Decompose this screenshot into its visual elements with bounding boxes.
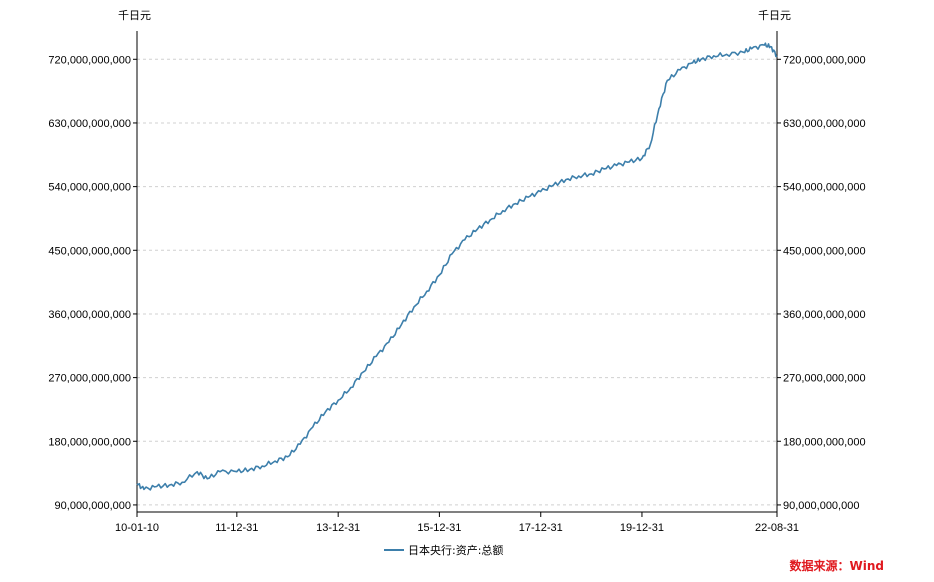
y-tick-label-right: 90,000,000,000 xyxy=(783,500,859,512)
y-tick-label-right: 180,000,000,000 xyxy=(783,436,866,448)
y-tick-label-right: 360,000,000,000 xyxy=(783,309,866,321)
y-ticks-right: 90,000,000,000 180,000,000,000 270,000,000… xyxy=(777,54,866,512)
y-ticks-left: 90,000,000,000 180,000,000,000 270,000,000… xyxy=(48,54,137,512)
y-tick-label-right: 450,000,000,000 xyxy=(783,245,866,257)
left-unit-label: 千日元 xyxy=(118,9,151,22)
legend: 日本央行:资产:总额 xyxy=(384,543,503,557)
y-tick-label-left: 360,000,000,000 xyxy=(48,309,131,321)
x-tick-label: 17-12-31 xyxy=(519,522,563,534)
source-note: 数据来源：Wind xyxy=(790,558,884,573)
y-tick-label-left: 630,000,000,000 xyxy=(48,118,131,130)
y-tick-label-left: 540,000,000,000 xyxy=(48,182,131,194)
x-tick-label: 10-01-10 xyxy=(115,522,159,534)
x-tick-label: 13-12-31 xyxy=(316,522,360,534)
y-tick-label-left: 720,000,000,000 xyxy=(48,54,131,66)
x-ticks: 10-01-10 11-12-31 13-12-31 15-12-31 17-12-31… xyxy=(115,512,799,534)
y-tick-label-left: 180,000,000,000 xyxy=(48,436,131,448)
y-tick-label-right: 720,000,000,000 xyxy=(783,54,866,66)
y-tick-label-left: 90,000,000,000 xyxy=(55,500,131,512)
x-tick-label: 22-08-31 xyxy=(755,522,799,534)
series-line-boj-total-assets xyxy=(136,42,778,491)
x-tick-label: 15-12-31 xyxy=(417,522,461,534)
legend-label: 日本央行:资产:总额 xyxy=(408,543,503,557)
y-tick-label-right: 540,000,000,000 xyxy=(783,182,866,194)
y-tick-label-left: 450,000,000,000 xyxy=(48,245,131,257)
right-unit-label: 千日元 xyxy=(758,9,791,22)
y-tick-label-right: 270,000,000,000 xyxy=(783,373,866,385)
y-tick-label-right: 630,000,000,000 xyxy=(783,118,866,130)
x-tick-label: 11-12-31 xyxy=(215,522,258,534)
x-tick-label: 19-12-31 xyxy=(620,522,664,534)
y-tick-label-left: 270,000,000,000 xyxy=(48,373,131,385)
grid-lines xyxy=(137,58,777,506)
